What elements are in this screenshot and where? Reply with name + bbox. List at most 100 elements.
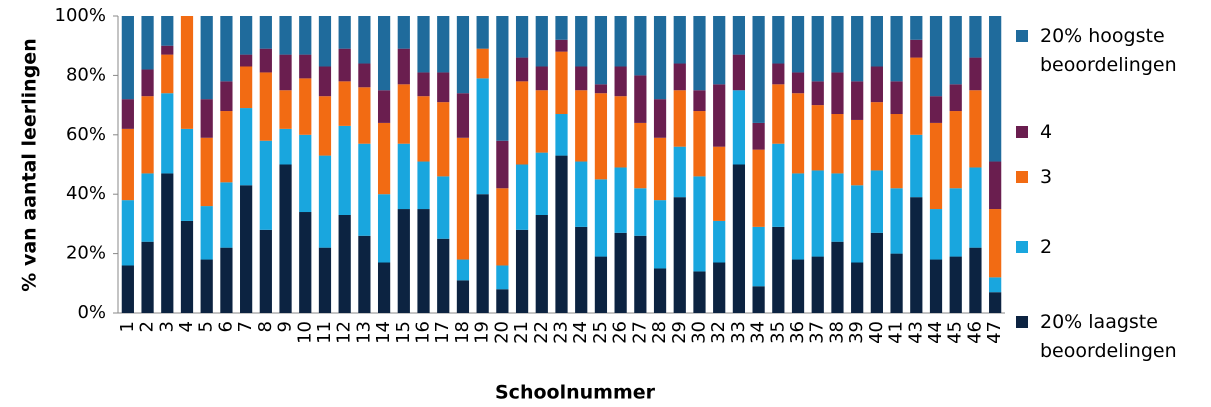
- bar-segment: [614, 167, 627, 233]
- bar-segment: [496, 265, 509, 290]
- y-axis-label: % van aantal leerlingen: [19, 38, 41, 291]
- bar-segment: [890, 188, 903, 254]
- bar-segment: [929, 16, 943, 97]
- x-tick-label: 21: [511, 321, 532, 344]
- x-tick-label: 12: [334, 321, 355, 344]
- y-tick-label: 20%: [66, 243, 106, 264]
- bar-segment: [634, 122, 647, 189]
- bar-segment: [693, 271, 706, 313]
- bar-segment: [772, 143, 785, 227]
- bar-segment: [259, 229, 272, 313]
- bar-segment: [240, 185, 253, 313]
- bar-segment: [791, 16, 805, 73]
- bar-segment: [437, 238, 450, 313]
- bar-segment: [299, 212, 312, 313]
- bar-segment: [121, 99, 134, 129]
- bar-segment: [456, 280, 470, 313]
- bar-segment: [496, 188, 509, 266]
- bar-segment: [851, 262, 864, 313]
- bar-segment: [121, 16, 134, 100]
- bar-segment: [732, 16, 746, 55]
- bar-segment: [279, 164, 292, 313]
- x-tick-label: 24: [570, 321, 591, 344]
- bar-segment: [653, 268, 667, 313]
- bar-segment: [200, 99, 213, 138]
- x-tick-label: 44: [925, 321, 946, 344]
- bar-segment: [515, 229, 529, 313]
- x-tick-label: 17: [432, 321, 453, 344]
- bar-segment: [811, 16, 824, 82]
- bar-segment: [732, 164, 746, 313]
- x-tick-label: 7: [235, 321, 256, 332]
- x-tick-label: 34: [748, 321, 769, 344]
- bar-segment: [949, 111, 962, 189]
- bar-segment: [377, 16, 391, 91]
- bar-segment: [594, 256, 608, 313]
- bar-segment: [693, 176, 706, 272]
- bar-segment: [141, 69, 154, 97]
- bar-segment: [831, 241, 844, 313]
- bar-segment: [417, 96, 430, 162]
- bar-segment: [929, 259, 943, 313]
- bar-segment: [338, 48, 351, 82]
- bar-segment: [831, 114, 844, 174]
- bar-segment: [989, 292, 1002, 313]
- bar-segment: [535, 152, 548, 215]
- bar-segment: [515, 164, 529, 230]
- x-tick-label: 35: [767, 321, 788, 344]
- bar-segment: [851, 185, 864, 263]
- x-tick-label: 19: [472, 321, 493, 344]
- bar-segment: [575, 226, 588, 313]
- bar-segment: [772, 84, 785, 144]
- bar-segment: [614, 16, 627, 67]
- x-tick-label: 25: [590, 321, 611, 344]
- bar-segment: [851, 119, 864, 186]
- bar-segment: [673, 197, 686, 313]
- bar-segment: [949, 188, 962, 257]
- x-tick-label: 27: [629, 321, 650, 344]
- bar-segment: [161, 16, 174, 46]
- bar-segment: [969, 247, 982, 313]
- bar-segment: [870, 66, 883, 103]
- bar-segment: [279, 16, 292, 55]
- y-tick-label: 100%: [55, 5, 106, 26]
- bar-segment: [200, 259, 213, 313]
- bar-segment: [476, 16, 489, 49]
- bar-segment: [338, 214, 351, 313]
- bar-segment: [634, 75, 647, 123]
- bar-segment: [870, 170, 883, 233]
- y-tick-label: 0%: [77, 302, 106, 323]
- bar-segment: [161, 54, 174, 94]
- legend-label: 4: [1040, 121, 1053, 143]
- bar-segment: [811, 256, 824, 313]
- bar-segment: [870, 232, 883, 313]
- bar-segment: [575, 16, 588, 67]
- bar-segment: [969, 90, 982, 168]
- x-tick-label: 29: [669, 321, 690, 344]
- x-tick-label: 40: [866, 321, 887, 344]
- bar-segment: [713, 16, 726, 85]
- bar-segment: [299, 134, 312, 213]
- bar-segment: [535, 16, 548, 67]
- bar-segment: [870, 102, 883, 171]
- bar-segment: [890, 253, 903, 313]
- bar-segment: [752, 149, 765, 227]
- x-tick-label: 4: [176, 321, 197, 332]
- bar-segment: [180, 128, 194, 221]
- bar-segment: [417, 72, 430, 97]
- bar-segment: [811, 81, 824, 106]
- bar-segment: [752, 16, 765, 123]
- x-tick-label: 23: [551, 321, 572, 344]
- bar-segment: [831, 173, 844, 242]
- bar-segment: [200, 206, 213, 260]
- bar-segment: [141, 241, 154, 313]
- legend-label: 20% hoogste beoordelingen: [1040, 25, 1177, 76]
- bar-segment: [969, 16, 982, 58]
- bar-segment: [949, 256, 962, 313]
- bar-segment: [851, 81, 864, 120]
- bar-segment: [476, 194, 489, 313]
- bar-segment: [555, 114, 568, 156]
- bar-segment: [121, 128, 134, 201]
- bar-segment: [555, 51, 568, 115]
